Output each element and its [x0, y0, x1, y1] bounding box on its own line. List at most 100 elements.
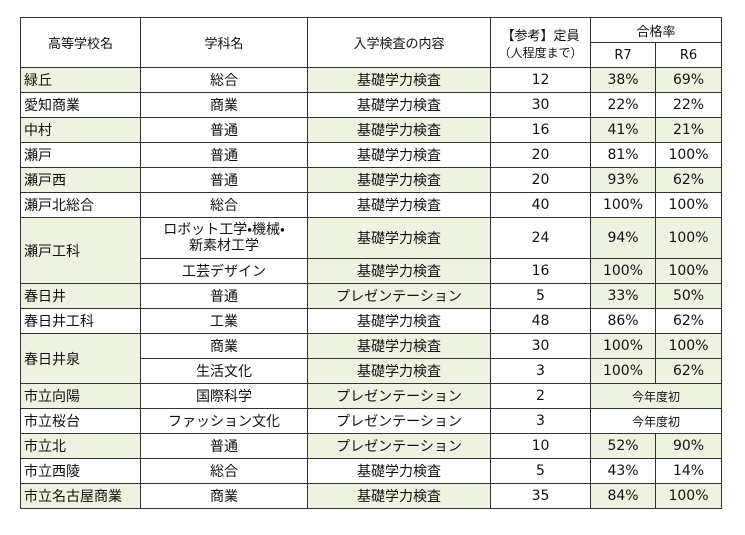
- table-row: 市立向陽 国際科学 プレゼンテーション 2 今年度初: [20, 383, 722, 409]
- table-cell: 基礎学力検査: [307, 458, 491, 484]
- table-cell: 33%: [590, 283, 656, 309]
- table-cell: 基礎学力検査: [307, 192, 491, 218]
- table-cell: 瀬戸北総合: [20, 192, 141, 218]
- table-cell: 20: [490, 142, 591, 168]
- table-cell: 商業: [140, 483, 308, 509]
- table-cell: 93%: [590, 167, 656, 193]
- table-cell: 100%: [655, 192, 722, 218]
- table-cell: 2: [490, 383, 591, 409]
- table-cell: 春日井: [20, 283, 141, 309]
- table-cell: 48: [490, 308, 591, 334]
- table-cell: 瀬戸西: [20, 167, 141, 193]
- table-cell: 16: [490, 258, 591, 284]
- admission-table: 高等学校名 学科名 入学検査の内容 【参考】定員 （人程度まで） 合格率 R7 R…: [20, 17, 722, 509]
- header-text: 【参考】定員: [501, 28, 580, 44]
- table-cell: 43%: [590, 458, 656, 484]
- table-cell: 愛知商業: [20, 92, 141, 118]
- table-cell: 22%: [590, 92, 656, 118]
- table-cell: 基礎学力検査: [307, 358, 491, 384]
- header-cell: 入学検査の内容: [307, 17, 491, 68]
- table-cell: 30: [490, 92, 591, 118]
- table-cell: 5: [490, 458, 591, 484]
- table-cell: 94%: [590, 217, 656, 259]
- table-cell: 100%: [655, 333, 722, 359]
- table-cell: 商業: [140, 333, 308, 359]
- table-cell: 工業: [140, 308, 308, 334]
- table-cell: 今年度初: [590, 383, 722, 409]
- table-cell: 62%: [655, 167, 722, 193]
- table-cell: 基礎学力検査: [307, 308, 491, 334]
- table-cell: 基礎学力検査: [307, 258, 491, 284]
- table-row: 瀬戸西 普通 基礎学力検査 20 93% 62%: [20, 167, 722, 193]
- table-row: 中村 普通 基礎学力検査 16 41% 21%: [20, 117, 722, 143]
- table-cell: 3: [490, 358, 591, 384]
- table-cell: 86%: [590, 308, 656, 334]
- table-cell: 30: [490, 333, 591, 359]
- table-cell: 瀬戸: [20, 142, 141, 168]
- table-cell: 基礎学力検査: [307, 333, 491, 359]
- table-row: 市立桜台 ファッション文化 プレゼンテーション 3 今年度初: [20, 408, 722, 434]
- table-cell: 35: [490, 483, 591, 509]
- table-cell: 81%: [590, 142, 656, 168]
- table-cell: プレゼンテーション: [307, 433, 491, 459]
- table-cell: 84%: [590, 483, 656, 509]
- table-cell: 普通: [140, 167, 308, 193]
- table-cell: 62%: [655, 308, 722, 334]
- table-row: 工芸デザイン 基礎学力検査 16 100% 100%: [21, 258, 722, 284]
- table-row: 春日井 普通 プレゼンテーション 5 33% 50%: [20, 283, 722, 309]
- table-cell: 3: [490, 408, 591, 434]
- table-cell: 基礎学力検査: [307, 167, 491, 193]
- table-cell: 14%: [655, 458, 722, 484]
- table-cell: 基礎学力検査: [307, 217, 491, 259]
- table-cell: ロボット工学・機械・ 新素材工学: [140, 217, 308, 259]
- table-cell: 瀬戸工科: [20, 217, 141, 284]
- table-row: 瀬戸 普通 基礎学力検査 20 81% 100%: [20, 142, 722, 168]
- table-cell: プレゼンテーション: [307, 383, 491, 409]
- header-cell: 合格率: [590, 17, 722, 43]
- table-row: 瀬戸工科 ロボット工学・機械・ 新素材工学 基礎学力検査 24 94% 100%: [20, 217, 722, 284]
- table-cell: 100%: [590, 358, 656, 384]
- table-cell: 基礎学力検査: [307, 67, 491, 93]
- table-cell: 基礎学力検査: [307, 117, 491, 143]
- table-row: 市立北 普通 プレゼンテーション 10 52% 90%: [20, 433, 722, 459]
- table-cell: 12: [490, 67, 591, 93]
- header-cell: 【参考】定員 （人程度まで）: [490, 17, 591, 68]
- table-cell: 市立西陵: [20, 458, 141, 484]
- table-cell: 総合: [140, 67, 308, 93]
- table-cell: 100%: [590, 192, 656, 218]
- table-cell: 100%: [655, 142, 722, 168]
- table-row: 市立名古屋商業 商業 基礎学力検査 35 84% 100%: [20, 483, 722, 509]
- table-cell: 今年度初: [590, 408, 722, 434]
- table-cell: 52%: [590, 433, 656, 459]
- table-cell: 100%: [655, 217, 722, 259]
- table-cell: 中村: [20, 117, 141, 143]
- table-cell: 普通: [140, 283, 308, 309]
- table-row: 市立西陵 総合 基礎学力検査 5 43% 14%: [20, 458, 722, 484]
- header-cell: R7: [590, 42, 656, 68]
- table-cell: 普通: [140, 433, 308, 459]
- table-row: 愛知商業 商業 基礎学力検査 30 22% 22%: [20, 92, 722, 118]
- table-cell: 22%: [655, 92, 722, 118]
- table-cell: 総合: [140, 192, 308, 218]
- table-cell: 春日井泉: [20, 333, 141, 384]
- table-cell: 商業: [140, 92, 308, 118]
- table-cell: 100%: [590, 333, 656, 359]
- table-cell: 20: [490, 167, 591, 193]
- table-cell: 62%: [655, 358, 722, 384]
- table-cell: 38%: [590, 67, 656, 93]
- table-cell: 21%: [655, 117, 722, 143]
- table-cell: 基礎学力検査: [307, 142, 491, 168]
- table-cell: 総合: [140, 458, 308, 484]
- table-row: 春日井工科 工業 基礎学力検査 48 86% 62%: [20, 308, 722, 334]
- table-cell: 10: [490, 433, 591, 459]
- table-row: 緑丘 総合 基礎学力検査 12 38% 69%: [20, 67, 722, 93]
- table-cell: ファッション文化: [140, 408, 308, 434]
- table-cell: 基礎学力検査: [307, 92, 491, 118]
- table-cell: 40: [490, 192, 591, 218]
- table-body: 緑丘 総合 基礎学力検査 12 38% 69% 愛知商業 商業 基礎学力検査 30 22% 22% 中村…: [20, 67, 722, 509]
- table-cell: 普通: [140, 142, 308, 168]
- table-cell: 50%: [655, 283, 722, 309]
- header-note: （人程度まで）: [498, 45, 583, 60]
